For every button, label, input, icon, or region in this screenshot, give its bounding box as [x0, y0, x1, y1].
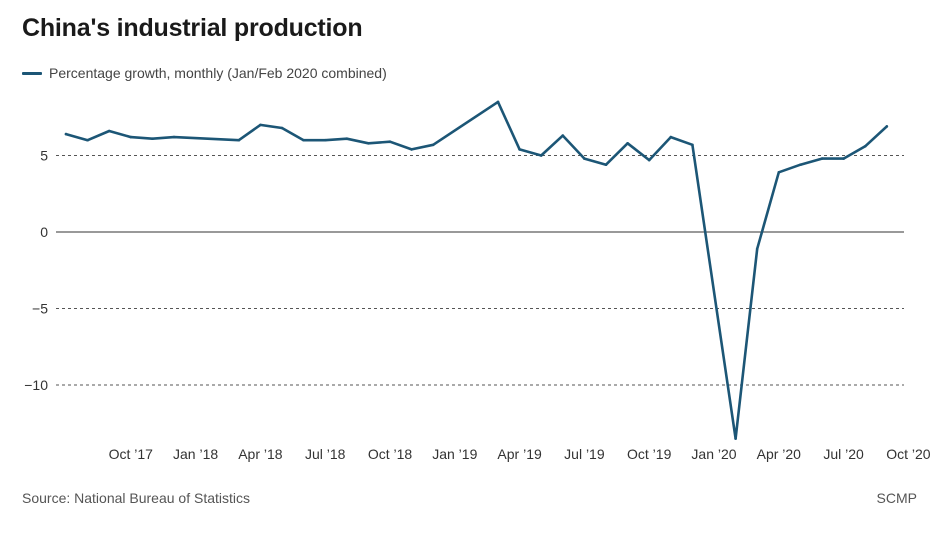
- x-tick-label: Oct ’18: [368, 446, 413, 462]
- x-axis: Oct ’17 Jan ’18 Apr ’18 Jul ’18 Oct ’18 Jan ’…: [109, 446, 931, 462]
- data-point: [151, 137, 154, 140]
- legend: Percentage growth, monthly (Jan/Feb 2020…: [22, 62, 387, 84]
- data-point: [302, 138, 305, 142]
- legend-swatch: [22, 71, 42, 75]
- x-tick-label: Jul ’18: [305, 446, 346, 462]
- data-point: [863, 145, 867, 148]
- data-point: [626, 142, 629, 145]
- publisher-credit: SCMP: [876, 490, 917, 506]
- x-tick-label: Oct ’20: [886, 446, 931, 462]
- data-point: [323, 138, 327, 142]
- x-tick-label: Jul ’20: [823, 446, 864, 462]
- data-point: [820, 157, 824, 160]
- data-point: [280, 126, 284, 130]
- legend-label: Percentage growth, monthly (Jan/Feb 2020…: [49, 65, 387, 81]
- chart-title: China's industrial production: [22, 14, 363, 42]
- data-point: [777, 171, 781, 174]
- data-point: [107, 129, 111, 133]
- data-point: [129, 135, 133, 139]
- data-point: [561, 134, 565, 137]
- data-point: [410, 148, 413, 151]
- y-tick-label: −10: [24, 377, 48, 393]
- data-point: [691, 143, 694, 147]
- series-line: [64, 100, 889, 440]
- x-tick-label: Jul ’19: [564, 446, 605, 462]
- data-point: [885, 125, 889, 128]
- data-point: [345, 137, 349, 140]
- series-layer: [64, 100, 889, 440]
- data-point: [518, 148, 521, 151]
- y-tick-label: 0: [40, 224, 48, 240]
- data-point: [64, 132, 68, 136]
- x-tick-label: Oct ’17: [109, 446, 154, 462]
- data-point: [86, 138, 89, 142]
- y-tick-label: 5: [40, 148, 48, 164]
- data-point: [172, 135, 176, 139]
- y-axis: 5 0 −5 −10: [24, 148, 48, 394]
- data-point: [734, 437, 737, 440]
- data-point: [431, 143, 435, 147]
- data-point: [799, 163, 802, 166]
- x-tick-label: Apr ’18: [238, 446, 283, 462]
- data-point: [583, 157, 586, 160]
- data-point: [367, 142, 370, 145]
- source-note: Source: National Bureau of Statistics: [22, 490, 251, 506]
- data-point: [388, 140, 392, 143]
- x-tick-label: Apr ’20: [757, 446, 802, 462]
- data-point: [496, 100, 500, 104]
- data-point: [842, 157, 845, 160]
- x-tick-label: Jan ’18: [173, 446, 218, 462]
- x-tick-label: Jan ’20: [691, 446, 736, 462]
- x-tick-label: Apr ’19: [497, 446, 542, 462]
- data-point: [755, 247, 759, 251]
- data-point: [237, 138, 241, 142]
- data-point: [669, 135, 673, 139]
- data-point: [539, 154, 543, 157]
- grid-layer: [56, 155, 904, 386]
- data-point: [259, 123, 262, 127]
- x-tick-label: Oct ’19: [627, 446, 672, 462]
- data-point: [647, 158, 651, 162]
- data-point: [604, 163, 608, 166]
- y-tick-label: −5: [32, 301, 48, 317]
- x-tick-label: Jan ’19: [432, 446, 477, 462]
- footer: Source: National Bureau of Statistics SC…: [22, 490, 917, 506]
